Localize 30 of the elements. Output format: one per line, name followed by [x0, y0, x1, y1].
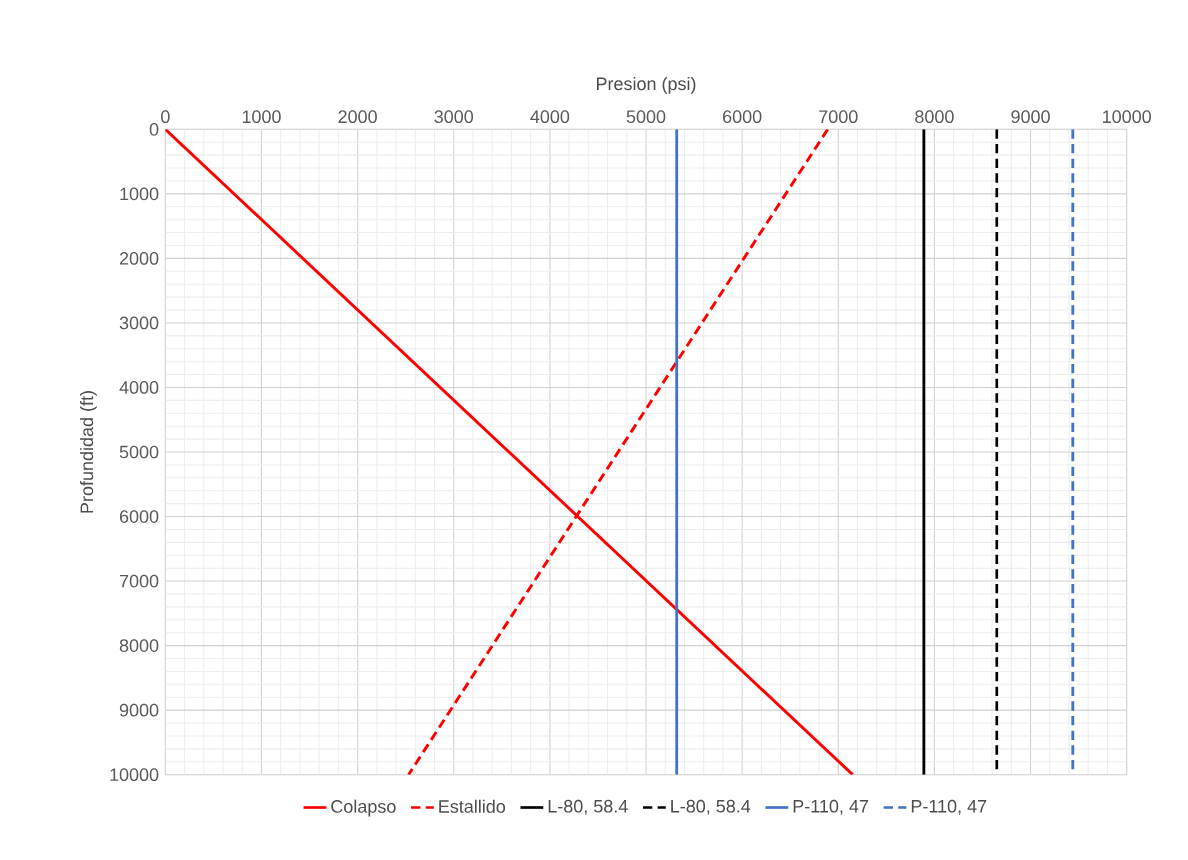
y-tick-label: 1000	[120, 187, 159, 201]
x-tick-label: 3000	[434, 110, 474, 124]
legend-label: P-110, 47	[793, 799, 869, 815]
x-tick-label: 10000	[1103, 110, 1151, 124]
legend-label: Colapso	[331, 799, 396, 817]
x-tick-label: 7000	[819, 110, 858, 124]
legend-label: Estallido	[439, 799, 506, 813]
y-tick-label: 8000	[119, 639, 159, 652]
y-tick-label: 4000	[119, 381, 159, 394]
x-tick-label: 2000	[338, 110, 377, 124]
x-tick-label: 0	[161, 110, 170, 124]
x-tick-label: 6000	[723, 110, 762, 124]
legend-label: L-80, 58.4	[671, 799, 751, 815]
y-tick-label: 3000	[119, 316, 159, 330]
y-tick-label: 10000	[110, 768, 159, 782]
y-tick-label: 6000	[119, 510, 159, 523]
y-axis-title: Profundidad (ft)	[79, 391, 97, 513]
x-axis-title: Presion (psi)	[596, 76, 696, 94]
x-tick-label: 4000	[530, 110, 570, 124]
y-tick-label: 7000	[119, 574, 159, 588]
y-tick-label: 9000	[119, 703, 159, 717]
legend-label: L-80, 58.4	[548, 799, 628, 815]
legend-label: P-110, 47	[911, 799, 987, 815]
y-tick-label: 5000	[119, 445, 159, 459]
x-tick-label: 9000	[1011, 110, 1050, 124]
x-tick-label: 5000	[626, 110, 666, 124]
y-tick-label: 0	[149, 122, 159, 136]
y-tick-label: 2000	[119, 252, 159, 265]
x-tick-label: 8000	[915, 110, 954, 124]
x-tick-label: 1000	[242, 110, 281, 124]
